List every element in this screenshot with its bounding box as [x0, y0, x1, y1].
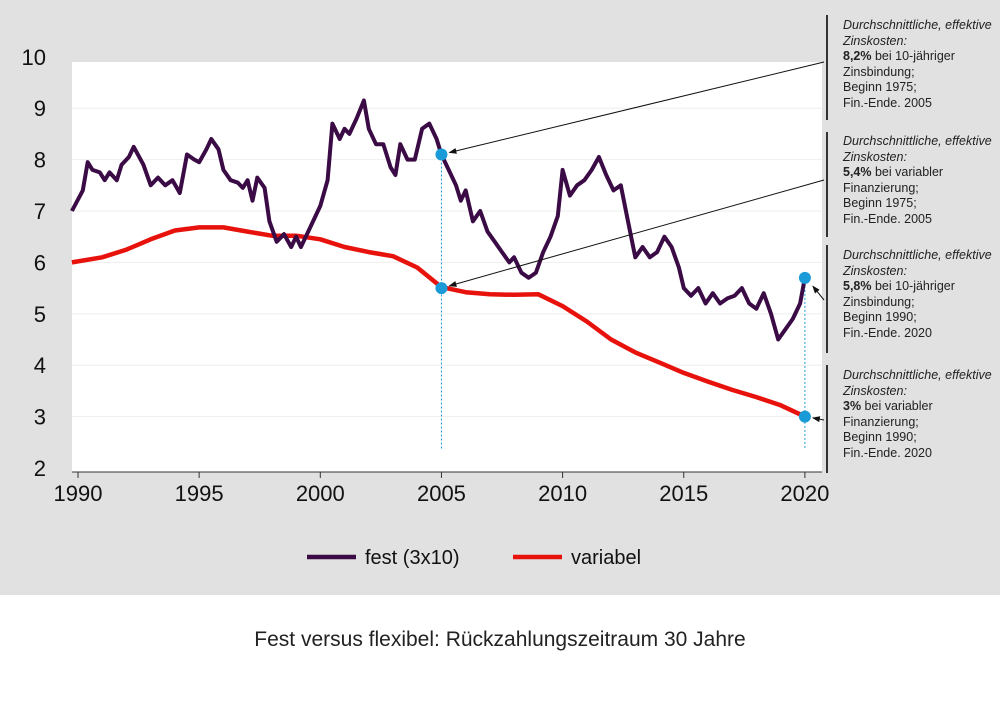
- annotation-text: Fin.-Ende. 2020: [843, 325, 932, 340]
- annotation-text: Fin.-Ende. 2005: [843, 211, 932, 226]
- annotation-head: Durchschnittliche, effektive Zinskosten:: [843, 18, 992, 48]
- x-tick-label: 2005: [417, 481, 466, 506]
- annotation-head: Durchschnittliche, effektive Zinskosten:: [843, 368, 992, 398]
- annotation-4: Durchschnittliche, effektive Zinskosten:…: [843, 368, 993, 461]
- annotation-value: 8,2%: [843, 49, 872, 63]
- annotation-bar: [826, 132, 828, 237]
- figure-caption: Fest versus flexibel: Rückzahlungszeitra…: [254, 628, 746, 651]
- y-tick-label: 10: [22, 45, 46, 70]
- x-tick-label: 2000: [296, 481, 345, 506]
- y-tick-label: 6: [34, 250, 46, 275]
- y-tick-label: 7: [34, 199, 46, 224]
- x-tick-label: 2015: [659, 481, 708, 506]
- annotation-value: 3%: [843, 399, 862, 413]
- annotation-arrow: [812, 285, 825, 301]
- highlight-point: [435, 282, 448, 295]
- x-tick-label: 2010: [538, 481, 587, 506]
- annotation-bar: [826, 15, 828, 120]
- annotation-1: Durchschnittliche, effektive Zinskosten:…: [843, 18, 993, 111]
- annotation-text: Fin.-Ende. 2005: [843, 95, 932, 110]
- annotation-text: bei 10-jähriger: [871, 279, 955, 293]
- annotation-head: Durchschnittliche, effektive Zinskosten:: [843, 248, 992, 278]
- legend-label: fest (3x10): [365, 547, 459, 569]
- annotation-text: bei 10-jähriger: [871, 49, 955, 63]
- highlight-point: [798, 271, 811, 284]
- x-tick-label: 1990: [54, 481, 103, 506]
- annotation-text: Finanzierung;: [843, 180, 919, 195]
- annotation-value: 5,8%: [843, 279, 872, 293]
- annotation-bar: [826, 365, 828, 473]
- annotation-arrow: [448, 179, 825, 287]
- annotation-text: Finanzierung;: [843, 414, 919, 429]
- y-tick-label: 9: [34, 96, 46, 121]
- annotation-text: Beginn 1990;: [843, 310, 917, 324]
- y-tick-label: 4: [34, 353, 46, 378]
- annotation-text: Zinsbindung;: [843, 64, 915, 79]
- annotation-value: 5,4%: [843, 165, 872, 179]
- annotation-bar: [826, 245, 828, 353]
- plot-area: [72, 62, 822, 472]
- annotation-arrow: [811, 416, 825, 423]
- x-tick-label: 1995: [175, 481, 224, 506]
- annotation-text: Beginn 1990;: [843, 430, 917, 444]
- highlight-point: [435, 148, 448, 161]
- annotation-2: Durchschnittliche, effektive Zinskosten:…: [843, 134, 993, 227]
- legend-label: variabel: [571, 547, 641, 569]
- annotation-text: bei variabler: [871, 165, 944, 179]
- annotation-text: bei variabler: [861, 399, 933, 413]
- annotation-3: Durchschnittliche, effektive Zinskosten:…: [843, 248, 993, 341]
- annotation-head: Durchschnittliche, effektive Zinskosten:: [843, 134, 992, 164]
- y-tick-label: 5: [34, 302, 46, 327]
- annotation-text: Zinsbindung;: [843, 294, 915, 309]
- annotation-text: Beginn 1975;: [843, 196, 917, 210]
- y-tick-label: 8: [34, 148, 46, 173]
- line-chart: 2 3 4 5 6 7 8 9 10 1990 1995 2000 2005 2010 2015 2020 fe…: [22, 45, 830, 569]
- series-line-fest: [70, 98, 807, 342]
- y-tick-label: 3: [34, 405, 46, 430]
- annotation-arrow: [448, 61, 825, 154]
- y-tick-label: 2: [34, 456, 46, 481]
- x-tick-label: 2020: [780, 481, 829, 506]
- annotation-text: Fin.-Ende. 2020: [843, 445, 932, 460]
- highlight-point: [798, 410, 811, 423]
- annotation-text: Beginn 1975;: [843, 80, 917, 94]
